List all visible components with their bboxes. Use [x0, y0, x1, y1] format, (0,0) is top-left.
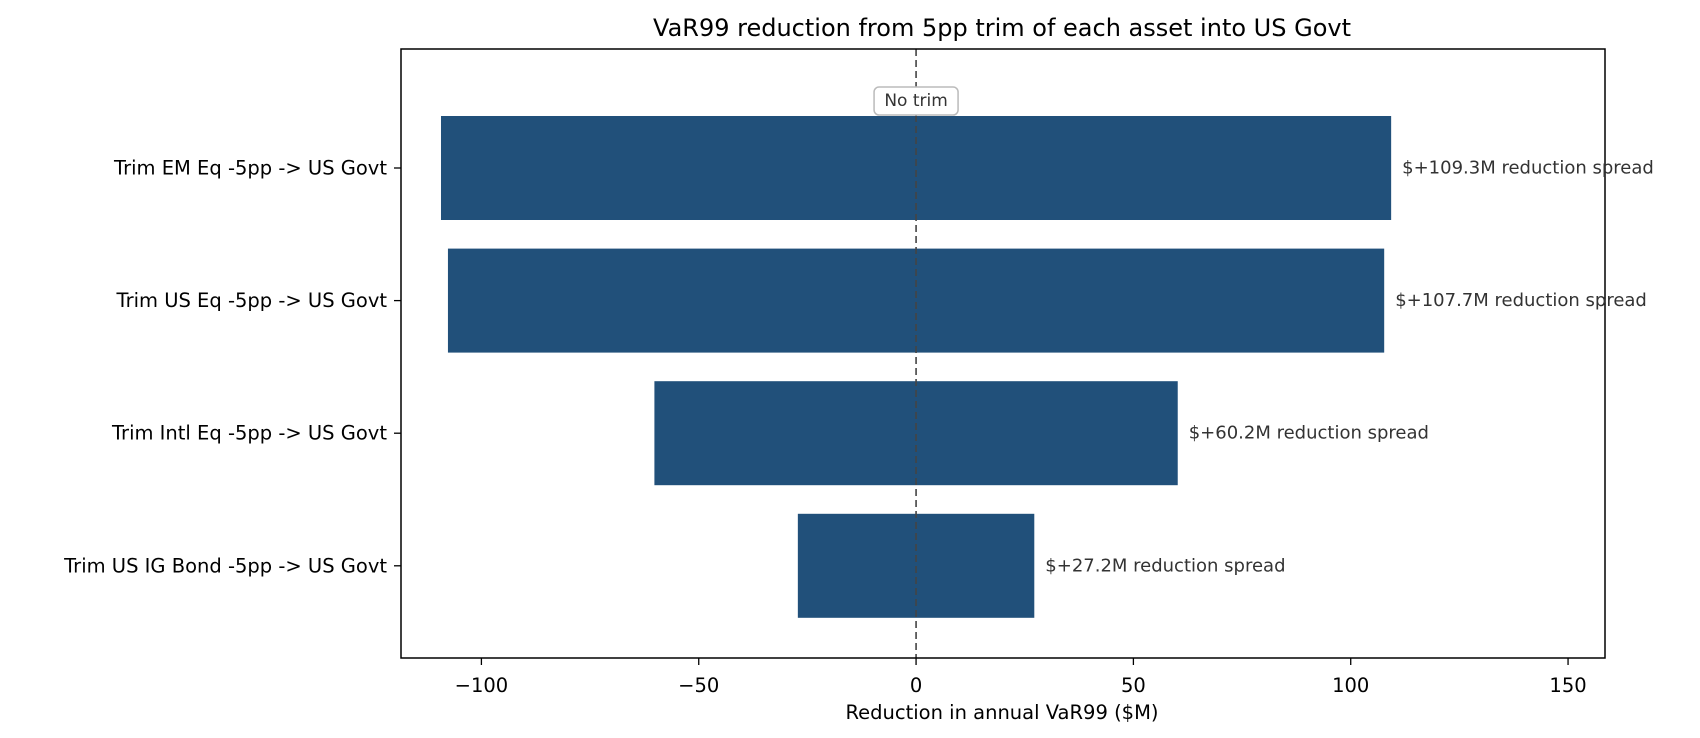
x-tick-label: 50 — [1121, 674, 1146, 697]
reference-line-group: No trim — [873, 49, 959, 658]
chart-title: VaR99 reduction from 5pp trim of each as… — [653, 14, 1351, 42]
x-tick-label: 150 — [1549, 674, 1586, 697]
x-tick-label: 0 — [910, 674, 922, 697]
y-tick-label: Trim Intl Eq -5pp -> US Govt — [111, 422, 387, 445]
x-tick-label: −50 — [678, 674, 719, 697]
x-tick-label: −100 — [455, 674, 509, 697]
x-ticks-group: −100 −50 0 50 100 150 — [455, 658, 1587, 697]
data-label: $+109.3M reduction spread — [1402, 158, 1654, 179]
reference-label: No trim — [884, 91, 947, 111]
data-label: $+60.2M reduction spread — [1189, 423, 1429, 444]
data-label: $+107.7M reduction spread — [1395, 290, 1647, 311]
bar — [440, 116, 1392, 220]
bars-group — [440, 116, 1392, 618]
x-tick-label: 100 — [1332, 674, 1369, 697]
y-tick-label: Trim US Eq -5pp -> US Govt — [116, 289, 388, 312]
data-labels-group: $+109.3M reduction spread $+107.7M reduct… — [1045, 158, 1654, 577]
reference-label-box — [873, 86, 959, 116]
x-axis-label: Reduction in annual VaR99 ($M) — [845, 701, 1158, 724]
y-tick-label: Trim US IG Bond -5pp -> US Govt — [63, 554, 387, 577]
data-label: $+27.2M reduction spread — [1045, 555, 1285, 576]
y-tick-label: Trim EM Eq -5pp -> US Govt — [113, 157, 387, 180]
y-ticks-group: Trim EM Eq -5pp -> US Govt Trim US Eq -5p… — [63, 157, 401, 577]
plot-frame — [400, 48, 1606, 659]
